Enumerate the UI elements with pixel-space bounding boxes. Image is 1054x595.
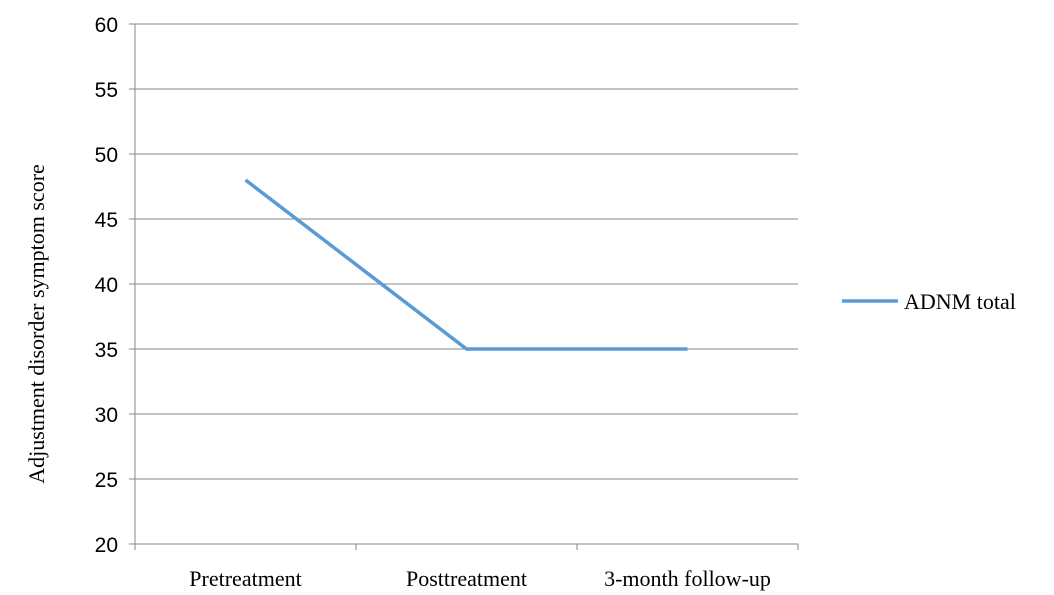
series (244, 178, 688, 351)
y-tick-label: 45 (95, 209, 118, 232)
y-tick-label: 25 (95, 469, 118, 492)
axes (129, 23, 799, 550)
y-tick-label: 60 (95, 14, 118, 37)
y-axis-label: Adjustment disorder symptom score (24, 164, 49, 484)
x-tick-label: Posttreatment (406, 566, 527, 591)
y-tick-label: 55 (95, 79, 118, 102)
y-tick-label: 20 (95, 534, 118, 557)
series-line (244, 178, 688, 351)
x-tick-label: 3-month follow-up (604, 566, 771, 591)
legend: ADNM total (842, 289, 1016, 314)
y-tick-label: 40 (95, 274, 118, 297)
legend-label: ADNM total (904, 289, 1016, 314)
y-tick-label: 50 (95, 144, 118, 167)
y-tick-label: 30 (95, 404, 118, 427)
x-tick-label: Pretreatment (189, 566, 301, 591)
y-tick-labels: 20 25 30 35 40 45 50 55 60 (95, 14, 118, 557)
gridlines (135, 23, 798, 480)
y-tick-label: 35 (95, 339, 118, 362)
x-tick-labels: Pretreatment Posttreatment 3-month follow-… (189, 566, 771, 591)
